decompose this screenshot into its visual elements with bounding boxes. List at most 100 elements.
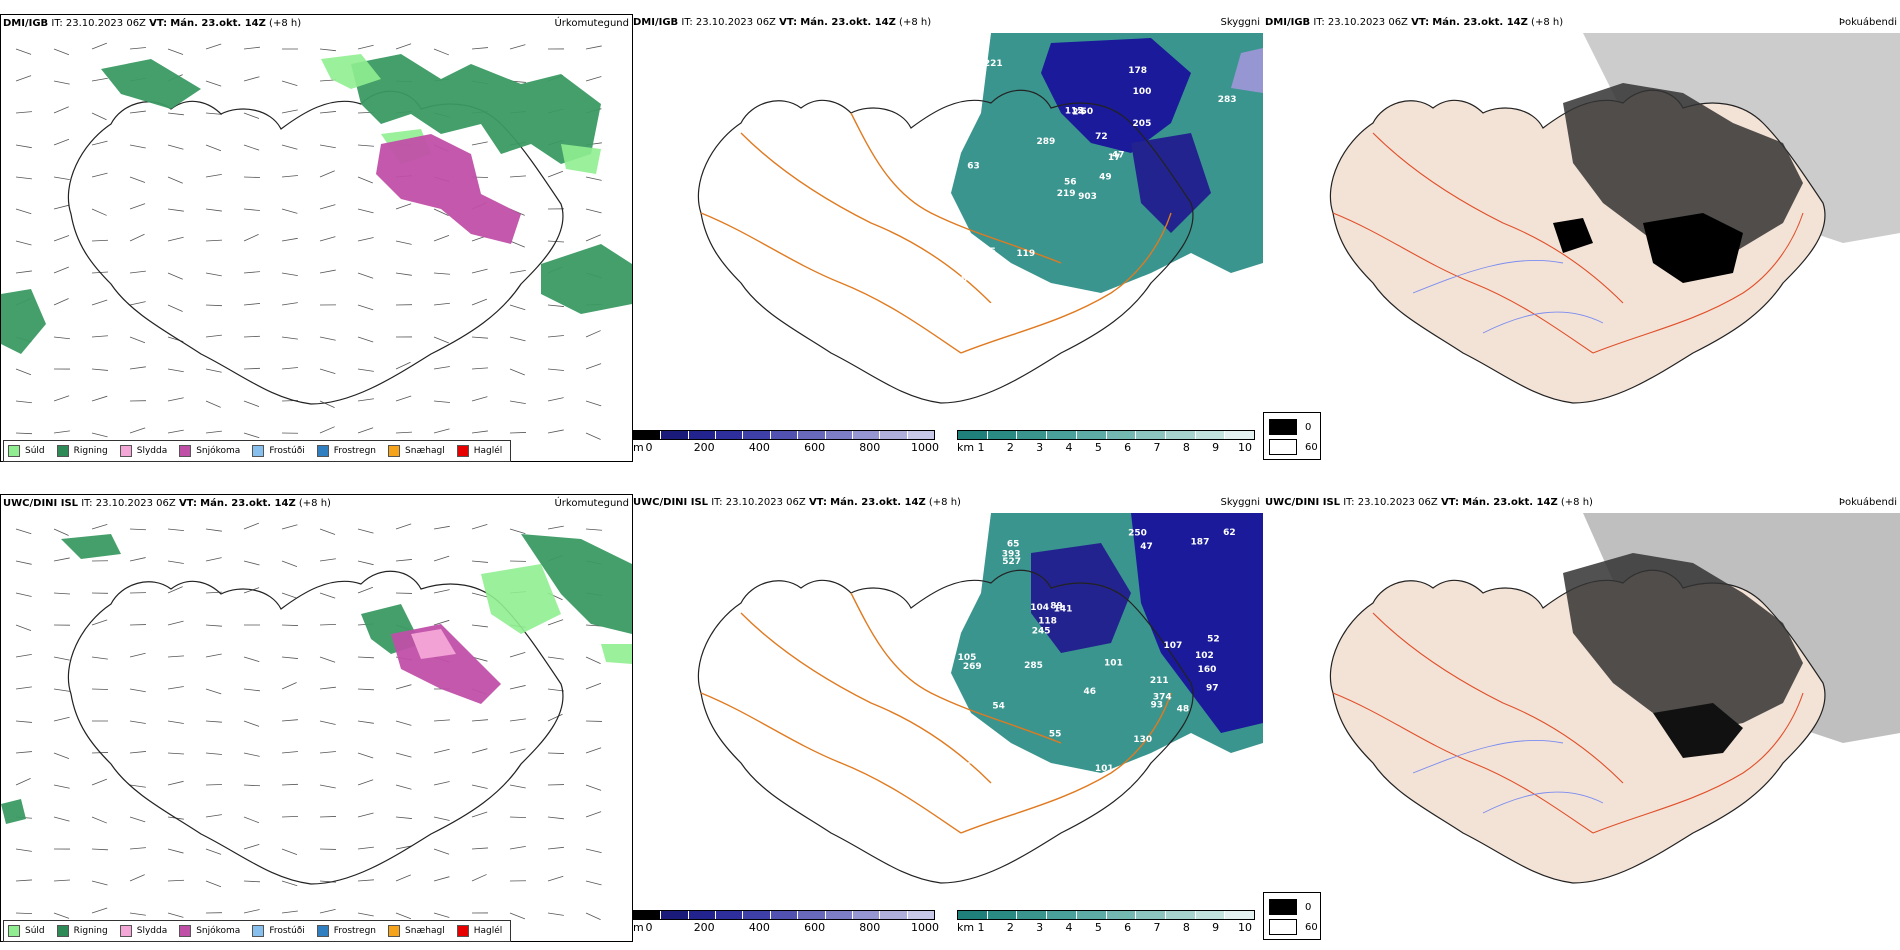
scale-bin [1076, 911, 1107, 919]
wind-barb [53, 592, 70, 595]
precip-type-legend: Súld Rigning Slydda Snjókoma Frostúði Frostre… [3, 920, 512, 942]
wind-barb [433, 816, 450, 821]
wind-barb [509, 651, 526, 658]
scale-tick-label: 0 [645, 921, 653, 934]
scale-bin [825, 911, 853, 919]
visibility-scale-km: km 1 2 3 4 5 6 7 8 9 10 [957, 910, 1261, 940]
wind-barb [281, 144, 298, 150]
cloud-base-label: 107 [1164, 641, 1183, 651]
scale-tick-label: 600 [804, 441, 826, 454]
cloud-base-label: 48 [1177, 705, 1190, 715]
panel-header: UWC/DINI ISL IT: 23.10.2023 06Z VT: Mán.… [631, 494, 1263, 511]
wind-barb [509, 400, 526, 405]
wind-barb [15, 111, 32, 114]
wind-barb [129, 47, 146, 50]
cloud-base-label: 903 [1078, 192, 1097, 202]
cloud-base-label: 211 [1150, 676, 1169, 686]
valid-time: Mán. 23.okt. 14Z [170, 18, 266, 29]
cloud-base-label: 187 [1191, 537, 1210, 547]
wind-barb [547, 875, 564, 882]
legend-label: Súld [25, 446, 45, 456]
wind-barb [319, 592, 336, 599]
precip-type-panel-top: DMI/IGB IT: 23.10.2023 06Z VT: Mán. 23.o… [0, 14, 633, 462]
fog-index-legend: 0 60 [1263, 412, 1321, 460]
wind-barb [205, 400, 221, 408]
wind-barb [357, 720, 374, 724]
cloud-base-label: 105 [958, 653, 977, 663]
fog-index-map[interactable] [1263, 513, 1900, 906]
wind-barb [53, 235, 70, 242]
wind-barb [167, 368, 184, 373]
wind-barb [357, 528, 374, 534]
scale-bin [1047, 431, 1077, 439]
wind-barb [91, 172, 108, 178]
legend-swatch [252, 445, 265, 457]
legend-swatch [388, 925, 401, 937]
wind-barb [15, 176, 32, 180]
wind-barb [319, 400, 335, 408]
scale-bin [743, 911, 771, 919]
cloud-base-label: 160 [1198, 665, 1217, 675]
precip-map[interactable] [1, 514, 632, 941]
legend-swatch [388, 445, 401, 457]
cloud-base-label: 101 [1167, 753, 1186, 763]
wind-barb [167, 208, 184, 212]
wind-barb [281, 656, 298, 659]
wind-barb [15, 400, 32, 404]
visibility-scale-km: km 1 2 3 4 5 6 7 8 9 10 [957, 430, 1261, 460]
wind-barb [205, 208, 222, 212]
wind-barb [471, 560, 488, 563]
wind-barb [281, 624, 299, 626]
precip-map[interactable] [1, 34, 632, 461]
wind-barb [547, 368, 564, 371]
legend-label: Haglél [473, 926, 503, 936]
wind-barb [15, 270, 32, 274]
cloud-base-map[interactable]: 903 61 56 98 17 119 178 50 100 49 221 60 63 283 219 205… [631, 33, 1263, 426]
wind-barb [357, 44, 374, 50]
wind-barb [53, 176, 70, 180]
wind-barb [319, 656, 336, 663]
wind-barb [357, 586, 374, 594]
cloud-base-label: 72 [1095, 132, 1108, 142]
wind-barb [585, 848, 602, 853]
wind-barb [205, 173, 222, 178]
wind-barb [509, 685, 526, 690]
wind-barb [433, 555, 450, 562]
fog-index-map[interactable] [1263, 33, 1900, 426]
legend-label: Rigning [73, 926, 108, 936]
cloud-base-label: 63 [1205, 757, 1218, 767]
wind-barb [205, 272, 222, 277]
wind-barb [15, 240, 32, 246]
legend-item: Slydda [119, 925, 167, 937]
wind-barb [53, 716, 70, 722]
wind-barb [53, 395, 70, 402]
wind-barb [585, 363, 602, 370]
scale-tick-label: 2 [1006, 441, 1014, 454]
wind-barb [509, 368, 525, 376]
cloud-base-label: 60 [1213, 298, 1226, 308]
wind-barb [585, 208, 602, 214]
wind-barb [167, 112, 184, 116]
wind-barb [129, 912, 146, 916]
wind-barb [129, 751, 146, 754]
cloud-base-label: 185 [977, 247, 996, 257]
cloud-base-label: 115 [1065, 106, 1084, 116]
legend-swatch [1269, 419, 1297, 435]
wind-barb [471, 430, 488, 434]
wind-barb [205, 144, 222, 152]
wind-barb [205, 368, 222, 373]
cloud-base-map[interactable]: 211 160 98 65 141 101 54 47 104 101 106 105 44 63 55 52… [631, 513, 1263, 906]
wind-barb [357, 752, 374, 759]
wind-barb [243, 76, 260, 82]
wind-barb [281, 109, 298, 114]
scale-bin [958, 911, 988, 919]
scale-bin [743, 431, 771, 439]
scale-tick-label: 400 [748, 921, 770, 934]
wind-barb [319, 48, 336, 52]
wind-barb [471, 396, 488, 402]
scale-tick-label: 4 [1065, 921, 1073, 934]
wind-barb [167, 912, 184, 918]
panel-title: Skyggni [1220, 17, 1260, 28]
wind-barb [53, 912, 70, 919]
wind-barb [91, 42, 108, 50]
